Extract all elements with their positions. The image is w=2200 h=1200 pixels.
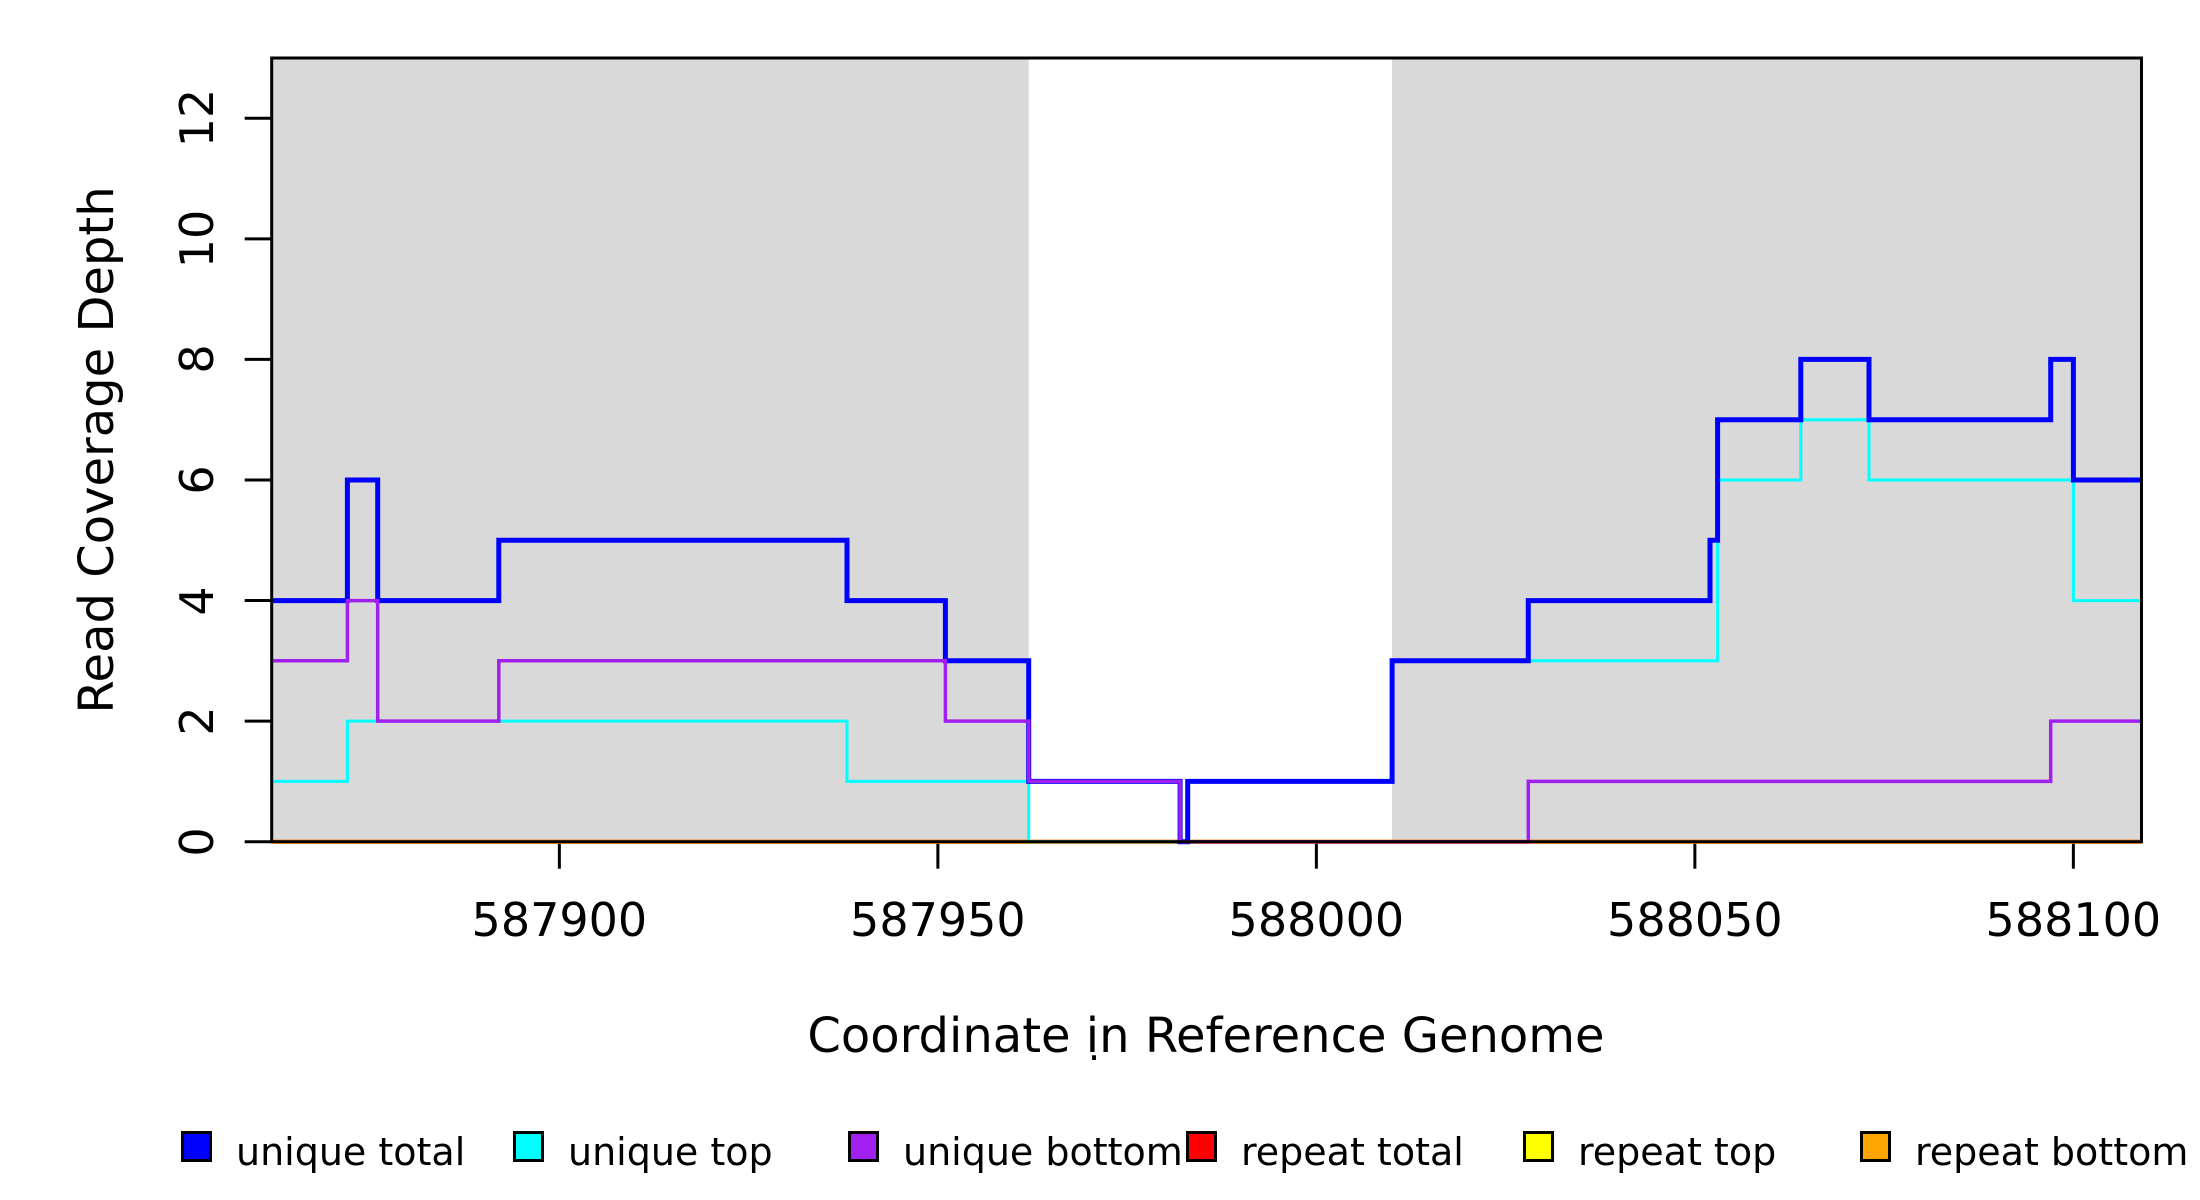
series-unique-total: [271, 356, 2142, 845]
legend-swatch-unique-total: [181, 1131, 212, 1162]
legend-label-unique-total: unique total: [236, 1130, 466, 1174]
legend-label-repeat-total: repeat total: [1241, 1130, 1464, 1174]
x-tick-label: 588000: [1228, 893, 1405, 947]
y-axis-title: Read Coverage Depth: [69, 186, 125, 714]
y-tick-label: 0: [170, 827, 224, 857]
legend-label-unique-top: unique top: [568, 1130, 773, 1174]
x-tick-label: 587900: [471, 893, 648, 947]
legend-title-dot: .: [1088, 1025, 1101, 1069]
y-tick-label: 6: [170, 465, 224, 495]
series-unique-bottom: [271, 598, 2142, 844]
legend-swatch-repeat-bottom: [1860, 1131, 1891, 1162]
legend-label-unique-bottom: unique bottom: [903, 1130, 1183, 1174]
y-tick-label: 12: [170, 89, 224, 148]
x-tick-label: 587950: [850, 893, 1026, 947]
x-axis-title: Coordinate in Reference Genome: [807, 1008, 1605, 1064]
legend-swatch-unique-bottom: [848, 1131, 879, 1162]
legend-swatch-repeat-total: [1186, 1131, 1217, 1162]
legend-label-repeat-bottom: repeat bottom: [1915, 1130, 2189, 1174]
y-tick-label: 8: [170, 344, 224, 375]
shaded-region-0: [271, 58, 1029, 842]
y-tick-label: 2: [170, 706, 224, 736]
x-tick-label: 588050: [1607, 893, 1783, 947]
legend-swatch-repeat-top: [1523, 1131, 1554, 1162]
x-tick-label: 588100: [1985, 893, 2162, 947]
plot-box: [270, 56, 2144, 844]
legend-swatch-unique-top: [513, 1131, 544, 1162]
y-tick-label: 10: [170, 209, 224, 269]
legend-label-repeat-top: repeat top: [1578, 1130, 1777, 1174]
shaded-region-1: [1392, 58, 2142, 842]
y-tick-label: 4: [170, 585, 224, 616]
